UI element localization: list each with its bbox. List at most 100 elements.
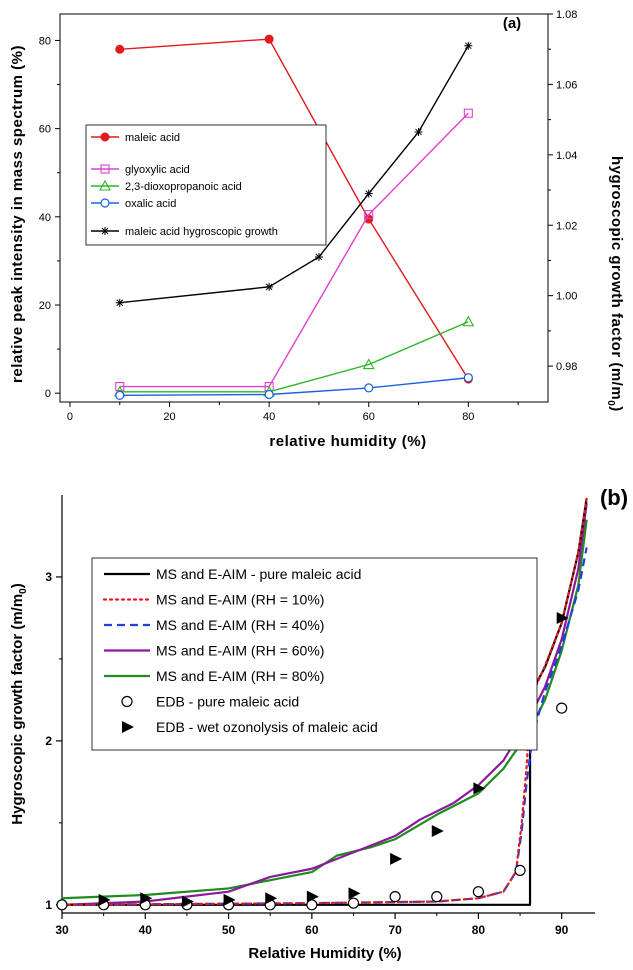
chart-b-data-point bbox=[98, 893, 111, 906]
chart-a-panel-label: (a) bbox=[503, 15, 521, 32]
chart-b-x-tick-label: 60 bbox=[305, 923, 319, 937]
chart-a-y-tick-label: 60 bbox=[39, 124, 51, 136]
chart-a-y2-tick-label: 0.98 bbox=[556, 361, 577, 373]
chart-a-data-point bbox=[115, 390, 125, 400]
chart-a-series-line bbox=[119, 112, 469, 388]
chart-a-series-2 bbox=[113, 315, 475, 397]
chart-a-y-tick-label: 20 bbox=[39, 300, 51, 312]
chart-a-legend-label: 2,3-dioxopropanoic acid bbox=[125, 181, 242, 193]
chart-b-data-point bbox=[390, 852, 403, 865]
chart-a-legend-marker-shape bbox=[101, 227, 109, 235]
chart-b-y-label-main: Hygroscopic growth factor (m/m bbox=[9, 594, 26, 825]
chart-b-data-point bbox=[431, 825, 444, 838]
chart-a-y2-tick-label: 1.00 bbox=[556, 291, 577, 303]
chart-a-series-4 bbox=[115, 41, 473, 307]
chart-b-data-point bbox=[223, 893, 236, 906]
chart-a-y-tick-label: 40 bbox=[39, 212, 51, 224]
chart-a-series-line bbox=[119, 321, 469, 393]
chart-a-data-point bbox=[462, 315, 475, 327]
chart-a-y-ticks: 0 20 40 60 80 bbox=[39, 35, 60, 400]
chart-a-data-point-shape bbox=[265, 282, 274, 291]
chart-a-y-tick-label: 0 bbox=[45, 388, 51, 400]
chart-b-legend-marker bbox=[121, 695, 133, 708]
chart-b-data-point bbox=[265, 892, 278, 905]
chart-a-data-point bbox=[115, 298, 124, 307]
chart-a-data-point bbox=[115, 382, 125, 392]
chart-b-data-point bbox=[473, 782, 486, 795]
chart-b-legend-box bbox=[91, 557, 538, 751]
chart-b-data-point bbox=[181, 895, 194, 908]
chart-a-y2-axis-label: hygroscopic growth factor (m/m0) bbox=[605, 156, 625, 412]
chart-b-data-point bbox=[389, 891, 401, 903]
chart-a-series-3 bbox=[115, 373, 473, 400]
chart-b-series-3 bbox=[61, 503, 588, 906]
chart-b-legend-items: MS and E-AIM - pure maleic acid MS and E-… bbox=[102, 566, 378, 735]
chart-b-data-point bbox=[56, 899, 68, 911]
chart-a-x-axis-label: relative humidity (%) bbox=[269, 433, 426, 450]
chart-b-panel-label: (b) bbox=[600, 485, 628, 510]
chart-a-data-point-shape bbox=[364, 189, 373, 198]
chart-a-legend-label: maleic acid hygroscopic growth bbox=[125, 226, 278, 238]
chart-b-x-ticks: 30 40 50 60 70 80 90 bbox=[55, 913, 569, 937]
chart-a-data-point bbox=[115, 44, 125, 54]
chart-a-legend-label: glyoxylic acid bbox=[125, 164, 190, 176]
chart-a-legend: maleic acid glyoxylic acid 2,3-dioxopropan… bbox=[85, 124, 327, 246]
chart-b-x-tick-label: 40 bbox=[139, 923, 153, 937]
chart-b-data-point bbox=[140, 892, 153, 905]
chart-b-data-point bbox=[348, 887, 361, 900]
chart-a-x-tick-label: 20 bbox=[163, 411, 175, 423]
chart-a-data-point bbox=[364, 189, 373, 198]
chart-a-x-tick-label: 60 bbox=[363, 411, 375, 423]
chart-b-series-line bbox=[60, 497, 588, 906]
chart-a-y-tick-label: 80 bbox=[39, 35, 51, 47]
chart-a-y2-label-main: hygroscopic growth factor (m/m bbox=[608, 156, 625, 400]
chart-b-x-tick-label: 90 bbox=[555, 923, 569, 937]
chart-b-y-label-end: ) bbox=[9, 583, 26, 588]
chart-a-data-point bbox=[463, 373, 473, 383]
chart-a-y2-ticks: 0.98 1.00 1.02 1.04 1.06 1.08 bbox=[548, 9, 577, 373]
chart-a-legend-label: oxalic acid bbox=[125, 198, 176, 210]
chart-a-series-line bbox=[119, 377, 469, 397]
chart-a-data-point bbox=[364, 210, 374, 220]
chart-b-y-tick-label: 3 bbox=[45, 570, 52, 584]
chart-b-legend-label: MS and E-AIM (RH = 10%) bbox=[156, 592, 324, 608]
chart-a-y2-tick-label: 1.08 bbox=[556, 9, 577, 21]
chart-b-legend-marker bbox=[122, 721, 134, 733]
chart-a-y2-tick-label: 1.06 bbox=[556, 79, 577, 91]
chart-a-y2-tick-label: 1.02 bbox=[556, 220, 577, 232]
chart-a-data-point bbox=[314, 252, 323, 261]
chart-a-data-point bbox=[265, 282, 274, 291]
chart-a-data-point bbox=[364, 383, 374, 393]
chart-b-series-1 bbox=[60, 497, 588, 906]
chart-b-y-axis-label: Hygroscopic growth factor (m/m0) bbox=[9, 583, 29, 824]
chart-b-data-point bbox=[431, 891, 443, 903]
chart-a-legend-marker bbox=[99, 179, 111, 191]
chart-b-series bbox=[56, 497, 588, 911]
chart-b-series-line bbox=[61, 547, 588, 906]
chart-b-data-point bbox=[556, 702, 568, 714]
chart-b-series-2 bbox=[61, 547, 588, 906]
chart-a-legend-items: maleic acid glyoxylic acid 2,3-dioxopropan… bbox=[91, 132, 278, 238]
chart-b-legend-label: MS and E-AIM - pure maleic acid bbox=[156, 566, 361, 582]
chart-a-series-line bbox=[119, 45, 469, 304]
chart-b-y-tick-label: 2 bbox=[45, 734, 52, 748]
chart-b-x-axis-label: Relative Humidity (%) bbox=[248, 945, 401, 962]
chart-a-legend-box bbox=[85, 124, 327, 246]
chart-a-series bbox=[113, 34, 475, 400]
chart-b-legend-label: MS and E-AIM (RH = 40%) bbox=[156, 617, 324, 633]
chart-a-data-point-shape bbox=[414, 127, 423, 136]
chart-a-legend-marker bbox=[100, 164, 110, 174]
chart-a-data-point bbox=[264, 34, 274, 44]
chart-b: 30 40 50 60 70 80 90 1 2 3 (b) Relative Humidity… bbox=[9, 485, 628, 962]
chart-b-data-point bbox=[472, 886, 485, 898]
chart-b-legend: MS and E-AIM - pure maleic acid MS and E-… bbox=[91, 557, 538, 751]
chart-a-data-point bbox=[463, 108, 473, 118]
chart-b-data-point bbox=[514, 864, 526, 876]
chart-a-data-point bbox=[362, 358, 375, 370]
chart-b-data-point bbox=[306, 890, 319, 903]
chart-b-x-tick-label: 80 bbox=[472, 923, 486, 937]
chart-a-series-1 bbox=[115, 108, 473, 392]
chart-a-x-tick-label: 40 bbox=[263, 411, 275, 423]
chart-b-y-tick-label: 1 bbox=[45, 898, 52, 912]
